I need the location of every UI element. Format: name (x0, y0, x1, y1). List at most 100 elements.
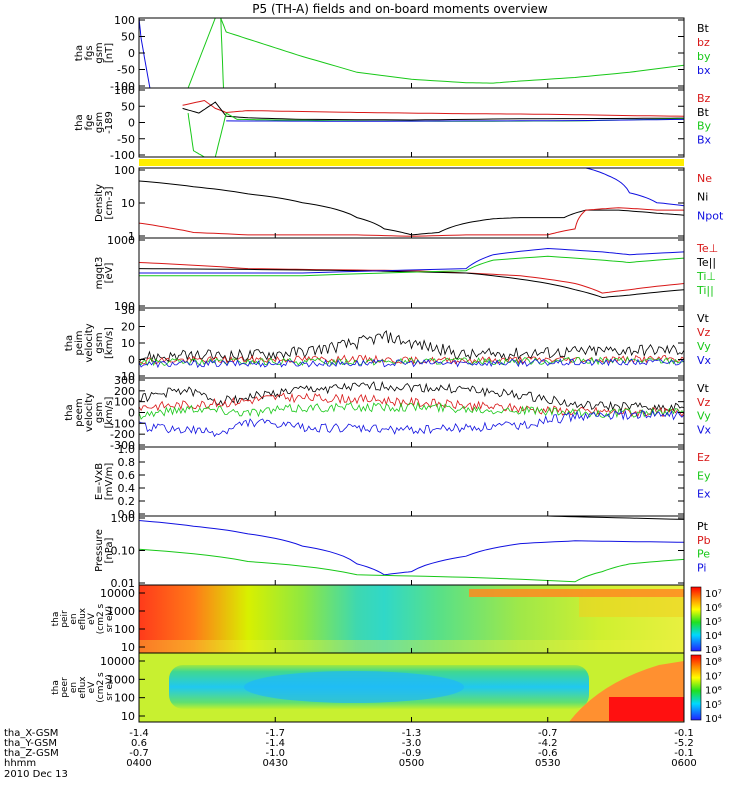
orbit-value: -0.7 (538, 728, 558, 739)
ytick-label: 50 (121, 31, 135, 44)
ylabel-line: gsm (94, 402, 105, 423)
legend-label: Pb (697, 534, 711, 547)
ytick-label: 0.8 (118, 456, 136, 469)
legend-label: Pi (697, 561, 706, 574)
orbit-value: -1.4 (265, 738, 285, 749)
ytick-label: -300 (110, 439, 135, 452)
panel-frame (138, 515, 685, 586)
colorbar-label: 10⁶ (705, 603, 722, 614)
ytick-label: 0.4 (118, 482, 136, 495)
ytick-label: 100 (114, 623, 135, 636)
ytick-label: 0.0 (118, 508, 136, 521)
series-line-green (139, 548, 684, 583)
ytick-label: 1 (128, 230, 135, 243)
series-line-blue (139, 18, 151, 88)
ytick-label: 100 (114, 84, 135, 97)
orbit-value: -0.1 (674, 728, 694, 739)
ylabel-line: tha (64, 335, 75, 351)
ylabel-line: en (69, 613, 79, 624)
series-line-black (182, 101, 684, 121)
ytick-label: 30 (121, 304, 135, 317)
series-line-red (139, 262, 684, 294)
orbit-value: 0400 (126, 758, 151, 769)
ytick-label: -100 (110, 80, 135, 93)
legend-label: Vz (697, 326, 711, 339)
ytick-label: 1000 (107, 673, 135, 686)
ylabel-line: tha (74, 45, 85, 61)
ylabel-line: Density (94, 184, 105, 222)
ytick-label: 300 (114, 374, 135, 387)
series-line-black (139, 180, 684, 236)
ylabel-line: (cm2 s (96, 672, 106, 703)
spectrogram-image (139, 653, 684, 722)
series-group (139, 168, 684, 237)
ytick-label: 10 (121, 710, 135, 723)
orbit-row-label: hhmm (4, 758, 36, 769)
ylabel-line: tha (74, 114, 85, 130)
ylabel-line: tha (51, 612, 61, 627)
orbit-row-label: tha_Z-GSM (4, 748, 59, 759)
orbit-value: -1.7 (265, 728, 285, 739)
ytick-label: 1.0 (118, 443, 136, 456)
panel-temperature: 1000 100 mgqt3 [eV] Te⊥Te||Ti⊥Ti|| (94, 234, 718, 313)
orbit-value: -0.7 (129, 748, 149, 759)
orbit-value: -1.4 (129, 728, 149, 739)
series-line-blue (585, 168, 684, 207)
spectrogram-peer: 10000 1000 100 10 tha peer en eflux eV (cm2 s sr e… (51, 652, 722, 725)
series-group (182, 99, 684, 157)
ytick-label: 1000 (107, 234, 135, 247)
date-label: 2010 Dec 13 (4, 769, 68, 780)
legend-label: Te⊥ (696, 242, 718, 255)
ytick-label: 100 (114, 692, 135, 705)
orbit-value: -5.2 (674, 738, 694, 749)
series-line-blue (139, 520, 684, 576)
series-line-green (139, 255, 684, 277)
ytick-label: 10 (121, 337, 135, 350)
ytick-label: 1000 (107, 605, 135, 618)
ylabel-line: [km/s] (104, 327, 115, 359)
ytick-label: 100 (114, 164, 135, 177)
orbit-value: -3.0 (402, 738, 422, 749)
ylabel-line: [eV] (104, 263, 115, 284)
panel-frame (138, 377, 685, 448)
ytick-label: 100 (114, 396, 135, 409)
legend-label: Pe (697, 548, 710, 561)
series-group (139, 516, 684, 583)
legend-label: Ex (697, 488, 711, 501)
ylabel-line: [km/s] (104, 396, 115, 428)
series-line-red (139, 207, 684, 237)
ytick-label: 0 (128, 407, 135, 420)
ytick-label: 0.10 (111, 545, 136, 558)
ylabel-line: peim (74, 330, 85, 355)
ytick-label: -50 (117, 133, 135, 146)
colorbar-label: 10⁷ (705, 589, 722, 600)
orbit-row-label: tha_Y-GSM (4, 738, 57, 749)
colorbar-label: 10⁸ (705, 657, 722, 668)
legend-label: Ne (697, 172, 712, 185)
ylabel-line: eV (87, 612, 97, 625)
quality-flag-bar (139, 159, 684, 166)
series-line-black (527, 516, 684, 520)
legend-label: Vx (697, 423, 712, 436)
series-group (139, 247, 684, 299)
legend-label: Vy (697, 410, 711, 423)
ytick-label: 50 (121, 100, 135, 113)
series-line-blue (226, 118, 684, 122)
figure-title: P5 (TH-A) fields and on-board moments ov… (252, 2, 548, 16)
ytick-label: 200 (114, 385, 135, 398)
panel-frame (138, 167, 685, 239)
ytick-label: 10000 (100, 655, 135, 668)
legend-label: Vy (697, 340, 711, 353)
panel-frame (138, 446, 685, 517)
ylabel-line: peem (74, 398, 85, 426)
ylabel-line: tha (51, 680, 61, 695)
series-line-green (187, 18, 684, 88)
ylabel-line: eflux (78, 676, 88, 699)
legend-label: Ti⊥ (696, 270, 716, 283)
ylabel-line: gsm (94, 332, 105, 353)
ytick-label: 100 (114, 300, 135, 313)
ytick-label: 0.2 (118, 495, 136, 508)
